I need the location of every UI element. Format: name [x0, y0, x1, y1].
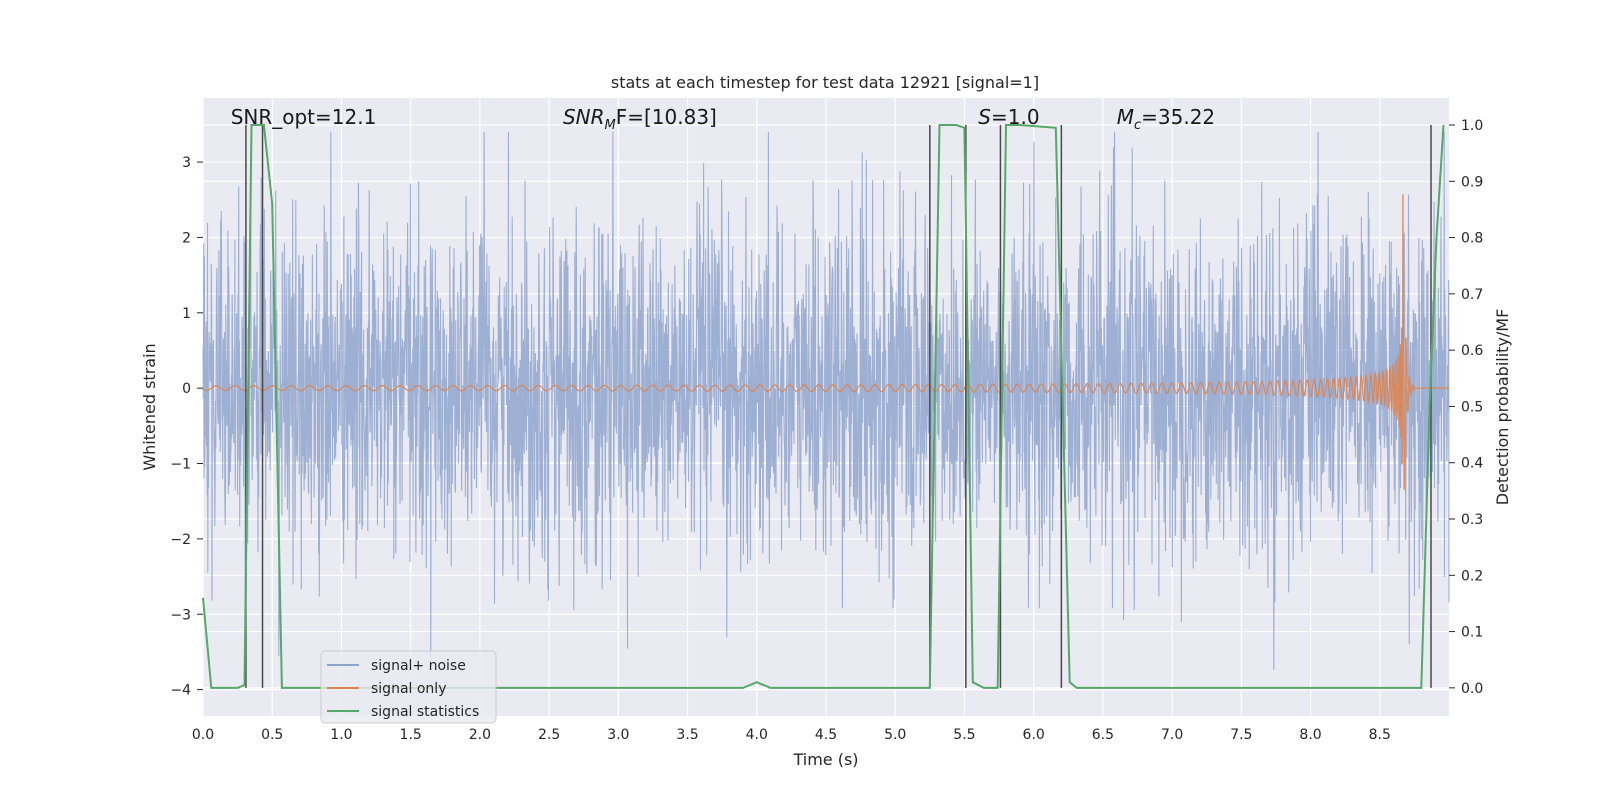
y-left-axis-ticks: 3 2 1 0 −1 −2 −3 −4	[170, 155, 203, 699]
annotation-1: SNRMF=[10.83]	[563, 105, 717, 133]
yl-tick-3: 0	[182, 381, 191, 397]
x-tick-6: 3.0	[607, 727, 629, 743]
x-tick-9: 4.5	[815, 727, 837, 743]
yr-tick-4: 0.6	[1461, 343, 1483, 359]
legend-box	[320, 650, 497, 724]
yl-tick-5: −2	[170, 532, 191, 548]
x-tick-17: 8.5	[1369, 727, 1391, 743]
x-tick-5: 2.5	[538, 727, 560, 743]
x-tick-2: 1.0	[330, 727, 352, 743]
yr-tick-5: 0.5	[1461, 399, 1483, 415]
x-tick-0: 0.0	[192, 727, 214, 743]
yr-tick-1: 0.9	[1461, 174, 1483, 190]
x-tick-11: 5.5	[953, 727, 975, 743]
yl-tick-7: −4	[170, 683, 191, 699]
x-tick-1: 0.5	[261, 727, 283, 743]
y-right-axis-label: Detection probability/MF	[1493, 309, 1512, 506]
series-signal-noise	[202, 131, 1450, 670]
noise-line	[202, 131, 1450, 670]
yr-tick-8: 0.2	[1461, 568, 1483, 584]
yr-tick-9: 0.1	[1461, 625, 1483, 641]
x-tick-12: 6.0	[1023, 727, 1045, 743]
yl-tick-0: 3	[182, 155, 191, 171]
yr-tick-6: 0.4	[1461, 456, 1483, 472]
yl-tick-2: 1	[182, 306, 191, 322]
x-axis-label: Time (s)	[792, 750, 858, 769]
series-signal-only	[202, 194, 1449, 490]
legend-entry-1: signal only	[371, 681, 446, 697]
yr-tick-7: 0.3	[1461, 512, 1483, 528]
x-tick-7: 3.5	[676, 727, 698, 743]
annotation-2: S=1.0	[978, 105, 1039, 129]
yr-tick-3: 0.7	[1461, 287, 1483, 303]
annotation-3: Mc=35.22	[1117, 105, 1215, 133]
x-tick-14: 7.0	[1161, 727, 1183, 743]
yr-tick-0: 1.0	[1461, 118, 1483, 134]
statistics-line	[202, 124, 1445, 689]
yl-tick-6: −3	[170, 607, 191, 623]
annotations: SNR_opt=12.1 SNRMF=[10.83] S=1.0 Mc=35.22	[231, 105, 1215, 133]
yr-tick-10: 0.0	[1461, 681, 1483, 697]
chart-title: stats at each timestep for test data 129…	[611, 73, 1039, 92]
x-tick-3: 1.5	[400, 727, 422, 743]
x-tick-8: 4.0	[746, 727, 768, 743]
yl-tick-1: 2	[182, 230, 191, 246]
chirp-line	[202, 194, 1449, 490]
yl-tick-4: −1	[170, 457, 191, 473]
annotation-0: SNR_opt=12.1	[231, 105, 377, 129]
x-tick-4: 2.0	[469, 727, 491, 743]
x-tick-10: 5.0	[884, 727, 906, 743]
legend-entry-2: signal statistics	[371, 704, 479, 720]
x-tick-15: 7.5	[1230, 727, 1252, 743]
y-right-axis-ticks: 1.0 0.9 0.8 0.7 0.6 0.5 0.4 0.3 0.2 0.1 0.0	[1449, 118, 1483, 697]
yr-tick-2: 0.8	[1461, 231, 1483, 247]
series-signal-statistics	[202, 124, 1445, 689]
legend: signal+ noise signal only signal statistic…	[320, 650, 497, 724]
x-tick-13: 6.5	[1092, 727, 1114, 743]
legend-entry-0: signal+ noise	[371, 658, 466, 674]
y-left-axis-label: Whitened strain	[140, 343, 159, 470]
x-axis-ticks: 0.0 0.5 1.0 1.5 2.0 2.5 3.0 3.5 4.0 4.5 5.0 5.5 6.0 6…	[192, 727, 1391, 743]
x-tick-16: 8.0	[1299, 727, 1321, 743]
